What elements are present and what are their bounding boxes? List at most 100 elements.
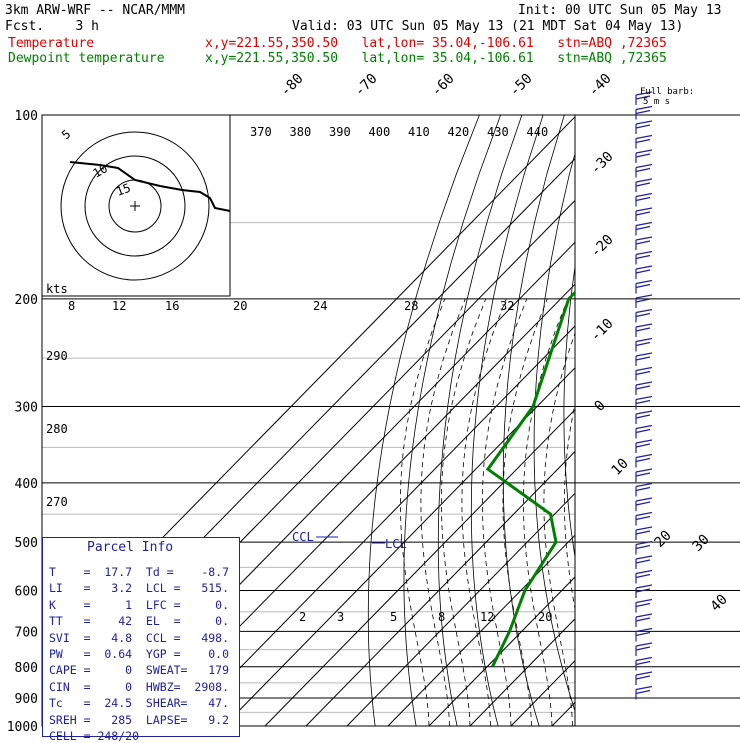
moist-adiabat — [440, 298, 487, 726]
isotherm-label: -10 — [588, 316, 617, 345]
wind-barb-flag — [635, 671, 653, 676]
theta-left-label: 270 — [46, 495, 68, 509]
wind-barb-flag — [635, 265, 653, 270]
wind-barb-flag — [635, 660, 651, 666]
parcel-row: LI = 3.2 LCL = 515. — [49, 581, 230, 596]
dry-adiabat — [470, 115, 544, 726]
theta-label: 410 — [408, 125, 430, 139]
wind-barb-flag — [635, 457, 651, 463]
wind-barb-flag — [635, 192, 653, 198]
parcel-row: Tc = 24.5 SHEAR= 47. — [49, 696, 230, 711]
wind-barb-flag — [635, 472, 651, 477]
wind-barb-flag — [635, 526, 653, 531]
theta-label: 400 — [369, 125, 391, 139]
wind-barb-flag — [635, 120, 653, 125]
wind-barb-flag — [635, 573, 651, 579]
pressure-tick-label: 800 — [15, 661, 38, 676]
speed-axis-label: 24 — [313, 299, 327, 313]
isotherm-line — [634, 115, 740, 726]
wind-barb-flag — [635, 124, 651, 129]
temperature-legend: Temperature — [8, 36, 95, 51]
parcel-cell: CELL = 248/20 — [49, 729, 140, 743]
mixing-ratio-label: 8 — [438, 610, 445, 624]
mixing-ratio-label: 5 — [390, 610, 397, 624]
moist-adiabat — [585, 299, 629, 726]
pressure-tick-label: 500 — [15, 536, 38, 551]
wind-barb-flag — [635, 366, 653, 372]
init-time: Init: 00 UTC Sun 05 May 13 — [518, 3, 722, 18]
isotherm-label: -60 — [429, 71, 458, 100]
wind-barb-flag — [635, 207, 653, 212]
moist-adiabat — [563, 402, 575, 612]
wind-barb-flag — [635, 497, 653, 502]
isotherm-line — [469, 618, 575, 726]
mixing-ratio-label: 12 — [480, 610, 494, 624]
dry-adiabat — [367, 115, 480, 726]
mixing-ratio-label: 20 — [538, 610, 552, 624]
isotherm-label: -40 — [586, 71, 615, 100]
moist-adiabat — [420, 298, 466, 726]
wind-barb-flag — [635, 211, 651, 216]
hodograph-units: kts — [46, 282, 68, 296]
wind-barb-flag — [635, 153, 651, 158]
wind-barb-flag — [635, 298, 651, 303]
isotherm-label: -30 — [588, 149, 617, 178]
hodograph-ring — [60, 131, 210, 281]
isotherm-line — [264, 408, 575, 726]
speed-axis-label: 28 — [404, 299, 418, 313]
dry-adiabat — [533, 152, 575, 713]
pressure-tick-label: 300 — [15, 401, 38, 416]
isotherm-line — [428, 576, 575, 726]
dry-adiabat — [621, 115, 703, 726]
wind-barb-flag — [635, 236, 653, 241]
parcel-row: SREH = 285 LAPSE= 9.2 — [49, 712, 230, 727]
plot-frame — [41, 114, 576, 727]
wind-barb-flag — [635, 410, 653, 415]
wind-barb-flag — [635, 399, 651, 405]
wind-barb-flag — [635, 385, 651, 390]
parcel-row: T = 17.7 Td = -8.7 — [49, 565, 230, 579]
wind-barb-flag — [635, 225, 651, 231]
wind-barb-flag — [635, 646, 651, 651]
isotherm-label: 20 — [652, 528, 675, 551]
barb-legend-2: 5 m s — [643, 97, 670, 107]
isotherm-line — [141, 283, 575, 726]
wind-barb-flag — [635, 588, 651, 593]
isotherm-line — [346, 492, 575, 726]
pressure-tick-label: 900 — [15, 692, 38, 707]
wind-barb-flag — [635, 555, 653, 560]
hodograph-trace — [69, 161, 231, 212]
isotherm-line — [510, 659, 575, 726]
wind-barb-flag — [635, 352, 653, 357]
wind-barb-flag — [635, 356, 651, 361]
speed-axis-label: 12 — [112, 299, 126, 313]
wind-barb-flag — [635, 337, 653, 343]
parcel-row: TT = 42 EL = 0. — [49, 614, 230, 629]
parcel-row: SVI = 4.8 CCL = 498. — [49, 630, 230, 645]
wind-barb-flag — [635, 428, 651, 434]
parcel-row: PW = 0.64 YGP = 0.0 — [49, 647, 230, 661]
wind-barb-flag — [635, 468, 653, 473]
dry-adiabat — [674, 115, 740, 726]
theta-left-label: 290 — [46, 349, 68, 363]
wind-barb-flag — [635, 627, 653, 633]
wind-barb-flag — [635, 501, 651, 506]
dewpoint-location: x,y=221.55,350.50 lat,lon= 35.04,-106.61… — [205, 51, 667, 66]
wind-barb-flag — [635, 279, 653, 285]
wind-barb-flag — [635, 443, 651, 448]
isotherm-label: -70 — [352, 71, 381, 100]
valid-time: Valid: 03 UTC Sun 05 May 13 (21 MDT Sat … — [292, 19, 684, 34]
parcel-info-panel: Parcel Info T = 17.7 Td = -8.7 LI = 3.2 L… — [42, 537, 240, 743]
wind-barb-flag — [635, 414, 651, 419]
parcel-row: CIN = 0 HWBZ= 2908. — [49, 679, 230, 694]
wind-barb-flag — [635, 689, 651, 695]
pressure-tick-label: 200 — [15, 293, 38, 308]
wind-barb-flag — [635, 341, 651, 347]
isotherm-label: 30 — [690, 532, 713, 555]
wind-barb-flag — [635, 105, 653, 111]
dry-adiabat — [437, 115, 523, 726]
parcel-info-title: Parcel Info — [87, 540, 174, 555]
wind-barb-flag — [635, 584, 653, 589]
wind-barb-flag — [635, 685, 653, 691]
isotherm-label: -20 — [588, 232, 617, 261]
